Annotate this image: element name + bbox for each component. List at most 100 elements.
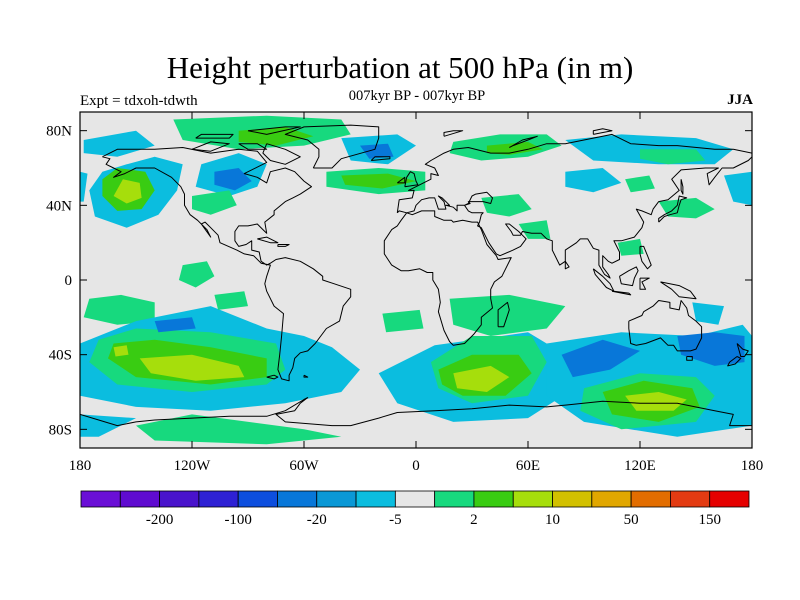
colorbar-swatch-8 [394, 490, 436, 508]
coastline-4 [383, 210, 512, 346]
colorbar-label-2: -20 [307, 512, 327, 528]
field-region-7 [83, 130, 155, 157]
field-region-39 [453, 365, 510, 392]
colorbar-swatch-15 [670, 490, 711, 508]
axis-ticks: 80N 40N 0 40S 80S 180 120W 60W 0 60E 120E 180 [46, 112, 763, 474]
colorbar-label-4: 2 [470, 512, 478, 528]
field-region-11 [341, 173, 416, 189]
coastline-21 [257, 236, 279, 244]
height-perturbation-field [80, 115, 752, 445]
coastline-1 [284, 124, 380, 169]
field-region-12 [192, 190, 237, 215]
field-region-20 [658, 197, 715, 219]
coastline-33 [266, 374, 279, 380]
colorbar-swatch-16 [709, 490, 750, 508]
colorbar-swatch-3 [198, 490, 239, 508]
colorbar-swatch-12 [552, 490, 593, 508]
field-region-18 [565, 168, 622, 193]
field-region-13 [178, 261, 215, 288]
coastline-5 [497, 301, 510, 328]
colorbar-swatch-9 [434, 490, 475, 508]
field-region-43 [692, 302, 724, 325]
coastline-8 [736, 343, 749, 357]
field-region-6 [214, 168, 252, 191]
colorbar-label-1: -100 [224, 512, 252, 528]
lon-tick-label-6: 180 [741, 458, 764, 474]
colorbar-swatch-11 [512, 490, 553, 508]
colorbar-swatch-7 [355, 490, 396, 508]
colorbar-swatch-0 [80, 490, 121, 508]
coastline-25 [262, 143, 301, 165]
field-region-4 [238, 126, 314, 146]
field-region-21 [724, 171, 752, 206]
lon-tick-label-2: 60W [289, 458, 319, 474]
coastline-13 [658, 195, 688, 223]
coastline-27 [247, 126, 301, 135]
colorbar-swatch-1 [119, 490, 160, 508]
coastline-23 [191, 141, 230, 152]
coastline-12 [370, 156, 391, 161]
field-region-25 [617, 238, 644, 256]
field-region-23 [481, 194, 532, 217]
lat-tick-label-1: 40N [46, 198, 72, 214]
coastline-29 [592, 128, 613, 135]
season-label: JJA [727, 92, 753, 108]
field-region-31 [113, 345, 129, 357]
colorbar-label-6: 50 [624, 512, 639, 528]
coastline-26 [195, 133, 234, 139]
colorbar-swatch-2 [159, 490, 200, 508]
coastline-2 [396, 133, 752, 213]
field-region-26 [83, 294, 155, 325]
coastline-24 [238, 143, 268, 150]
experiment-label: Expt = tdxoh-tdwth [80, 93, 198, 109]
coastline-34 [303, 374, 309, 378]
coastlines [80, 124, 752, 427]
coastline-11 [397, 176, 406, 184]
colorbar-swatch-6 [316, 490, 357, 508]
coastline-31 [680, 179, 684, 195]
lon-tick-label-3: 0 [412, 458, 420, 474]
field-region-34 [382, 309, 424, 333]
lon-tick-label-1: 120W [174, 458, 212, 474]
coastline-9 [727, 356, 742, 367]
field-region-41 [561, 339, 640, 378]
colorbar-swatch-5 [277, 490, 318, 508]
coastline-6 [628, 300, 703, 352]
colorbar-swatch-13 [591, 490, 632, 508]
colorbar-label-5: 10 [545, 512, 560, 528]
plot-subtitle: 007kyr BP - 007kyr BP [348, 88, 486, 104]
lat-tick-label-3: 40S [49, 348, 72, 364]
coastline-7 [686, 356, 693, 361]
colorbar-label-0: -200 [146, 512, 174, 528]
field-region-46 [625, 392, 687, 411]
field-region-15 [486, 141, 543, 155]
field-region-30 [139, 354, 245, 381]
field-region-2 [113, 179, 142, 204]
coastline-22 [277, 244, 290, 247]
coastline-0 [102, 147, 352, 382]
field-region-48 [80, 414, 136, 437]
field-region-22 [80, 171, 88, 202]
coastline-28 [509, 135, 538, 148]
map-area [79, 111, 753, 449]
coastline-16 [619, 266, 639, 287]
colorbar-swatch-4 [237, 490, 278, 508]
colorbar-swatch-14 [630, 490, 671, 508]
plot-title: Height perturbation at 500 hPa (in m) [166, 50, 634, 85]
colorbar-label-3: -5 [389, 512, 402, 528]
coastline-18 [660, 281, 697, 300]
lat-tick-label-4: 80S [49, 422, 72, 438]
coastline-19 [639, 245, 652, 270]
coastline-3 [396, 156, 752, 279]
lat-tick-label-0: 80N [46, 124, 72, 140]
field-region-9 [360, 143, 394, 159]
coastline-17 [639, 277, 650, 290]
lon-tick-label-0: 180 [69, 458, 92, 474]
coastline-30 [443, 130, 464, 137]
coastline-32 [80, 397, 752, 427]
colorbar-label-7: 150 [698, 512, 721, 528]
lon-tick-label-4: 60E [516, 458, 540, 474]
field-region-19 [625, 175, 655, 193]
colorbar-swatch-10 [473, 490, 514, 508]
